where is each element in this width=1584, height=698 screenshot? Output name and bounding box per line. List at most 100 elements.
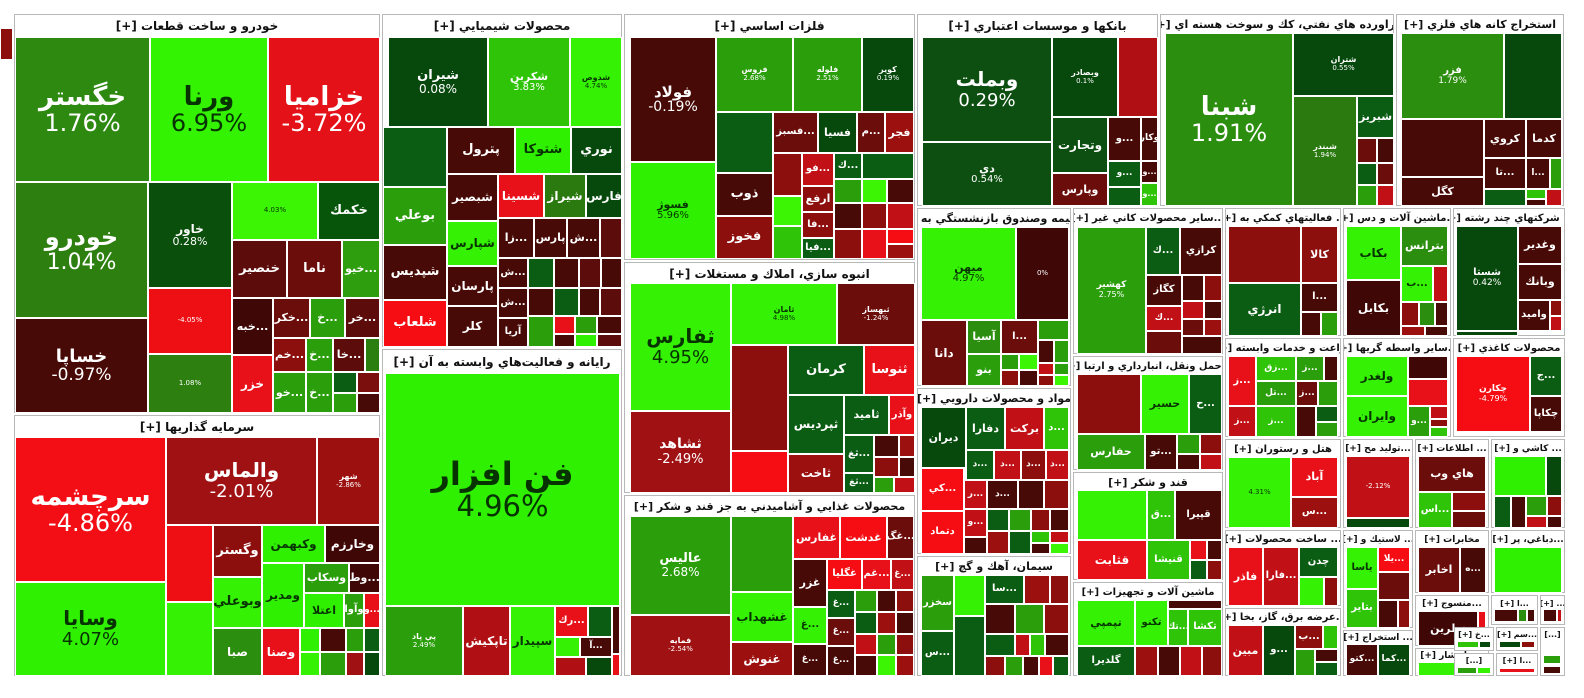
tile[interactable]: كگاز: [1146, 275, 1182, 306]
tile[interactable]: شپارس: [447, 221, 498, 266]
sector-header[interactable]: ... ساخت محصولات [+]: [1226, 531, 1340, 548]
tile[interactable]: ...تا: [1484, 158, 1526, 189]
tile[interactable]: غزر: [793, 559, 827, 607]
tile[interactable]: چدن: [1299, 547, 1338, 577]
tile[interactable]: وتجارت: [1052, 117, 1108, 173]
sector-header[interactable]: ... فعاليتهاي كمكي به [+]: [1226, 209, 1340, 227]
tile[interactable]: ...غ: [827, 646, 855, 676]
tile[interactable]: [586, 657, 612, 676]
tile[interactable]: كروي: [1484, 119, 1526, 158]
tile[interactable]: واميد: [1518, 300, 1550, 331]
tile[interactable]: [1315, 649, 1338, 662]
tile[interactable]: [1494, 547, 1562, 593]
sector-header[interactable]: ...توليد مح [+]: [1344, 440, 1412, 457]
tile[interactable]: [1452, 492, 1486, 511]
tile[interactable]: ...غ: [827, 590, 855, 618]
tile[interactable]: فارس: [586, 174, 622, 218]
sector-header[interactable]: مواد و محصولات دارويي [+]: [918, 389, 1070, 408]
sector-header[interactable]: محصولات كاغذي [+]: [1454, 339, 1564, 357]
sector-header[interactable]: محصولات شيميايي [+]: [383, 15, 621, 37]
sector-header[interactable]: رايانه و فعاليت‌هاي وابسته به آن [+]: [383, 350, 621, 374]
tile[interactable]: [575, 334, 597, 347]
tile[interactable]: [1135, 646, 1158, 676]
tile[interactable]: ومدير: [262, 563, 304, 628]
tile[interactable]: فخوز: [716, 216, 773, 259]
tile[interactable]: [1316, 422, 1338, 437]
tile[interactable]: شهر -2.86%: [317, 437, 380, 525]
tile[interactable]: ...د: [1046, 450, 1069, 480]
tile[interactable]: [834, 179, 862, 203]
tile[interactable]: [1401, 119, 1484, 177]
tile[interactable]: بركت: [1005, 407, 1044, 450]
tile[interactable]: ...خ: [310, 298, 345, 338]
tile[interactable]: [1526, 189, 1546, 199]
tile[interactable]: [597, 334, 622, 347]
sector-header[interactable]: سرمايه گذاريها [+]: [15, 416, 379, 438]
tile[interactable]: [1521, 641, 1535, 648]
tile[interactable]: [896, 590, 914, 612]
tile[interactable]: ...خا: [333, 338, 365, 372]
tile[interactable]: [1019, 370, 1038, 386]
sector-header[interactable]: ... [+]: [1541, 596, 1564, 610]
tile[interactable]: شيراز: [544, 174, 586, 218]
tile[interactable]: [1316, 406, 1338, 422]
tile[interactable]: [731, 516, 793, 592]
tile[interactable]: وغدير: [1518, 226, 1562, 264]
tile[interactable]: [1499, 641, 1521, 648]
tile[interactable]: ثاميد: [844, 395, 889, 435]
tile[interactable]: ...ثغ: [844, 435, 874, 473]
tile[interactable]: خزاميا -3.72%: [268, 37, 380, 182]
tile[interactable]: [1044, 480, 1069, 509]
tile[interactable]: [1357, 163, 1377, 185]
tile[interactable]: [1518, 609, 1527, 622]
tile[interactable]: ...ر: [964, 480, 987, 509]
tile[interactable]: وسايا 4.07%: [15, 582, 166, 676]
tile[interactable]: [1050, 531, 1069, 543]
tile[interactable]: ثاخت: [788, 454, 844, 493]
sector-header[interactable]: انبوه سازي، املاك و مستغلات [+]: [625, 263, 914, 284]
tile[interactable]: [1204, 319, 1222, 336]
tile[interactable]: [1177, 434, 1200, 454]
tile[interactable]: شتوكا: [515, 127, 571, 174]
tile[interactable]: فسوژ 5.96%: [630, 162, 716, 259]
tile[interactable]: [1009, 509, 1031, 531]
tile[interactable]: [862, 153, 914, 179]
tile[interactable]: [731, 345, 788, 451]
tile[interactable]: وپارس: [1052, 173, 1108, 206]
tile[interactable]: [1053, 656, 1069, 676]
tile[interactable]: ...د: [966, 450, 994, 480]
tile[interactable]: [1050, 575, 1069, 604]
tile[interactable]: ...ش: [498, 258, 528, 288]
tile[interactable]: مبين: [1228, 625, 1263, 676]
tile[interactable]: [877, 655, 896, 676]
tile[interactable]: ...ا: [1301, 283, 1338, 312]
tile[interactable]: 4.31%: [1228, 457, 1291, 528]
tile[interactable]: ياسا: [1346, 547, 1378, 589]
tile[interactable]: 1.08%: [148, 354, 232, 413]
sector-header[interactable]: ماشين آلات و تجهيزات [+]: [1074, 583, 1222, 601]
tile[interactable]: شلعاب: [383, 300, 447, 347]
tile[interactable]: [300, 652, 320, 676]
tile[interactable]: ثشاهد -2.49%: [630, 411, 731, 493]
tile[interactable]: [887, 203, 914, 229]
tile[interactable]: [1484, 189, 1526, 206]
tile[interactable]: غگليا: [827, 559, 862, 590]
tile[interactable]: [1023, 656, 1039, 676]
tile[interactable]: وبملت 0.29%: [922, 37, 1052, 142]
tile[interactable]: ...ب: [1401, 266, 1433, 302]
tile[interactable]: بكابل: [1346, 280, 1401, 336]
tile[interactable]: كوير 0.19%: [862, 37, 914, 112]
tile[interactable]: ...ز: [1256, 406, 1296, 437]
tile[interactable]: ...ز: [1296, 381, 1318, 406]
tile[interactable]: انرژي: [1228, 283, 1301, 336]
tile[interactable]: بوعلي: [383, 187, 447, 245]
tile[interactable]: حفارس: [1077, 434, 1145, 470]
tile[interactable]: چكاپا: [1530, 396, 1562, 432]
tile[interactable]: [877, 612, 896, 634]
tile[interactable]: فجر: [885, 112, 914, 153]
tile[interactable]: پي پاد 2.49%: [385, 606, 463, 676]
sector-header[interactable]: ...سم [+]: [1497, 628, 1537, 641]
tile[interactable]: [1504, 33, 1562, 119]
tile[interactable]: [1182, 319, 1204, 336]
tile[interactable]: [1207, 540, 1222, 560]
